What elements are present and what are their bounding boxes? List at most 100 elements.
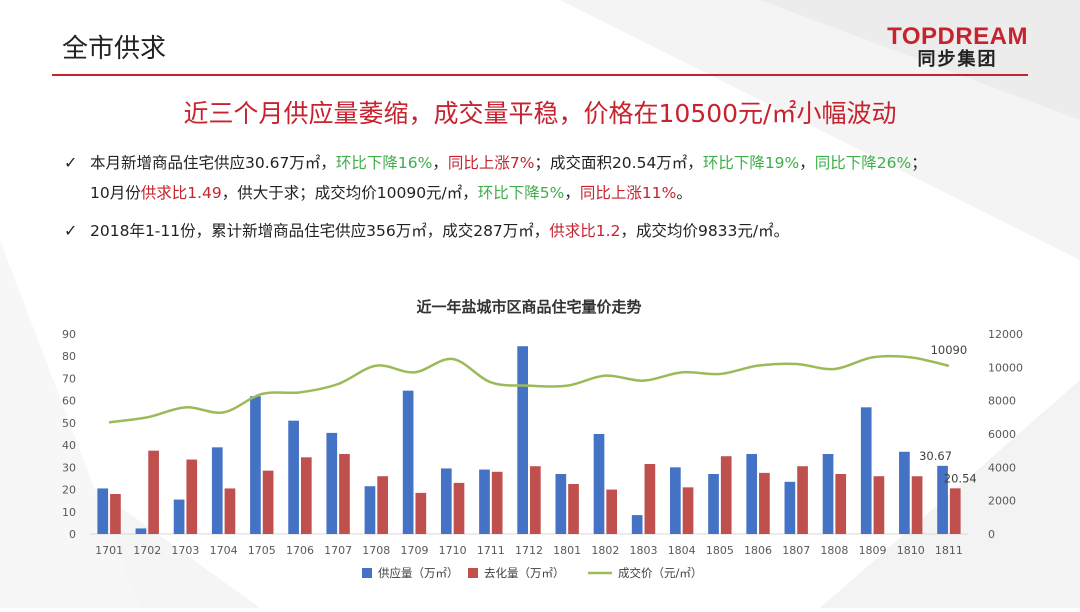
absorption-bar: [949, 488, 961, 534]
bullet-text-segment: 。: [676, 184, 692, 202]
bullet-text-segment: 同比下降26%: [814, 154, 912, 172]
supply-bar: [402, 390, 414, 534]
bullet-text-segment: 同比上涨11%: [579, 184, 677, 202]
x-tick-label: 1807: [782, 544, 810, 557]
y-left-tick-label: 30: [62, 461, 76, 474]
x-tick-label: 1712: [515, 544, 543, 557]
checkmark-icon: ✓: [64, 221, 78, 240]
supply-bar: [555, 474, 567, 534]
absorption-bar: [186, 459, 198, 534]
y-left-tick-label: 40: [62, 439, 76, 452]
supply-bar: [250, 396, 261, 534]
absorption-bar: [873, 476, 885, 534]
y-left-tick-label: 60: [62, 395, 76, 408]
x-tick-label: 1701: [95, 544, 123, 557]
y-left-tick-label: 20: [62, 484, 76, 497]
bullet-item: ✓ 本月新增商品住宅供应30.67万㎡，环比下降16%，同比上涨7%；成交面积20…: [64, 148, 1064, 208]
bullet-text-segment: 环比下降19%: [702, 154, 800, 172]
y-right-tick-label: 2000: [988, 495, 1016, 508]
y-left-tick-label: 10: [62, 506, 76, 519]
bullet-text-segment: 供求比1.2: [549, 222, 621, 240]
logo-text-en: TOPDREAM: [887, 23, 1028, 50]
x-tick-label: 1805: [706, 544, 734, 557]
bullet-item: ✓ 2018年1-11份，累计新增商品住宅供应356万㎡，成交287万㎡，供求比1…: [64, 216, 1064, 246]
x-tick-label: 1803: [630, 544, 658, 557]
absorption-bar: [644, 464, 656, 534]
data-label: 10090: [931, 343, 968, 357]
x-tick-label: 1704: [210, 544, 238, 557]
absorption-bar: [797, 466, 808, 534]
x-tick-label: 1702: [133, 544, 161, 557]
bullet-text-segment: 本月新增商品住宅供应30.67万㎡，: [90, 154, 336, 172]
bullet-text-segment: ；成交面积20.54万㎡，: [534, 154, 703, 172]
absorption-bar: [491, 471, 503, 534]
absorption-bar: [110, 494, 121, 534]
headline: 近三个月供应量萎缩，成交量平稳，价格在10500元/㎡小幅波动: [183, 99, 897, 128]
supply-bar: [440, 468, 452, 534]
bullet-line: 10月份供求比1.49，供大于求；成交均价10090元/㎡，环比下降5%，同比上…: [90, 178, 1064, 208]
y-right-tick-label: 6000: [988, 428, 1016, 441]
bullet-text-segment: 同比上涨7%: [447, 154, 535, 172]
x-tick-label: 1809: [859, 544, 887, 557]
supply-bar: [708, 474, 719, 534]
data-label: 20.54: [944, 471, 977, 485]
bullet-line: 本月新增商品住宅供应30.67万㎡，环比下降16%，同比上涨7%；成交面积20.…: [90, 148, 1064, 178]
y-right-tick-label: 10000: [988, 361, 1023, 374]
price-line: [108, 354, 950, 424]
supply-bar: [593, 434, 605, 534]
absorption-bar: [759, 472, 770, 534]
supply-bar: [784, 481, 796, 534]
data-label: 30.67: [919, 449, 952, 463]
supply-bar: [631, 515, 643, 534]
y-right-tick-label: 12000: [988, 328, 1023, 341]
x-tick-label: 1706: [286, 544, 314, 557]
x-tick-label: 1705: [248, 544, 276, 557]
absorption-bar: [453, 482, 465, 534]
absorption-bar: [300, 457, 312, 534]
y-right-tick-label: 8000: [988, 395, 1016, 408]
y-left-tick-label: 70: [62, 372, 76, 385]
supply-bar: [211, 447, 223, 534]
supply-bar: [288, 420, 299, 534]
x-tick-label: 1703: [171, 544, 199, 557]
supply-bar: [822, 454, 834, 534]
supply-bar: [364, 486, 376, 534]
x-tick-label: 1806: [744, 544, 772, 557]
supply-bar: [860, 407, 872, 534]
bullet-text-segment: 10月份: [90, 184, 141, 202]
supply-bar: [746, 454, 758, 534]
absorption-bar: [262, 470, 274, 534]
absorption-bar: [224, 488, 236, 534]
y-left-tick-label: 90: [62, 328, 76, 341]
bullet-text-segment: ，供大于求；成交均价10090元/㎡，: [221, 184, 478, 202]
supply-bar: [517, 346, 528, 534]
y-right-tick-label: 0: [988, 528, 995, 541]
bullet-text-segment: ，: [799, 154, 815, 172]
company-logo: TOPDREAM 同步集团: [887, 24, 1028, 70]
absorption-bar: [339, 454, 350, 534]
absorption-bar: [377, 476, 388, 534]
supply-bar: [670, 467, 681, 534]
x-tick-label: 1811: [935, 544, 963, 557]
x-tick-label: 1810: [897, 544, 925, 557]
supply-bar: [479, 469, 490, 534]
x-tick-label: 1802: [591, 544, 619, 557]
bullet-text-segment: ；: [911, 154, 927, 172]
y-left-tick-label: 50: [62, 417, 76, 430]
bullet-text-segment: 2018年1-11份，累计新增商品住宅供应356万㎡，成交287万㎡，: [90, 222, 550, 240]
supply-bar: [326, 432, 338, 534]
chart: 近一年盐城市区商品住宅量价走势 0 10 20 30 40 50 60 70 80 90 0 2000 4…: [0, 288, 1080, 608]
supply-bar: [173, 499, 185, 534]
slide-title: 全市供求: [62, 34, 167, 64]
absorption-bar: [415, 492, 427, 534]
legend-absorption-swatch: [468, 568, 478, 578]
x-tick-label: 1808: [820, 544, 848, 557]
legend-label: 去化量（万㎡）: [484, 566, 565, 580]
y-left-tick-label: 80: [62, 350, 76, 363]
absorption-bar: [606, 489, 618, 534]
x-tick-label: 1801: [553, 544, 581, 557]
supply-bar: [899, 451, 910, 534]
x-tick-label: 1709: [400, 544, 428, 557]
y-left-tick-label: 0: [69, 528, 76, 541]
chart-svg: 近一年盐城市区商品住宅量价走势 0 10 20 30 40 50 60 70 80 90 0 2000 4…: [62, 298, 1023, 580]
